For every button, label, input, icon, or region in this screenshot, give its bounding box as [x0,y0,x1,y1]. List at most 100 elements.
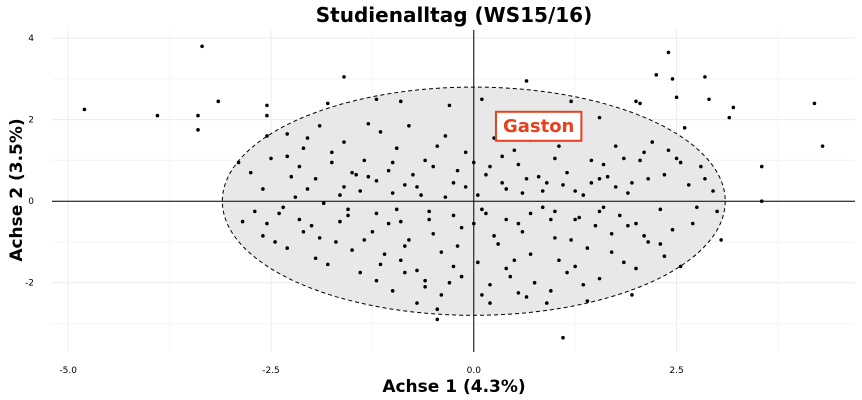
x-tick-label: 2.5 [669,366,683,376]
data-point [378,262,383,267]
highlight-label-box [494,110,583,142]
data-point [390,191,395,195]
data-point [674,156,679,161]
data-point [354,172,358,177]
data-point [617,213,622,218]
data-point [759,199,764,203]
data-point [682,126,687,130]
data-point [613,144,618,148]
data-point [630,181,634,185]
data-point [601,205,606,210]
data-point [403,244,407,248]
data-point [573,217,577,222]
data-point [261,187,265,191]
data-point [362,238,367,242]
data-point [662,172,667,177]
data-point [338,193,342,197]
data-point [508,274,513,279]
data-point [398,219,403,224]
data-point [557,144,561,148]
data-point [500,181,504,185]
data-point [297,217,302,222]
data-point [585,299,590,303]
data-point [435,307,440,312]
data-point [451,181,456,185]
data-point [358,189,363,193]
data-point [484,172,488,177]
data-point [500,154,504,159]
y-axis-title: Achse 2 (3.5%) [7,118,27,261]
data-point [301,229,306,234]
data-point [366,174,371,179]
x-axis-title: Achse 1 (4.3%) [382,377,525,397]
data-point [553,236,557,240]
data-point [609,250,614,254]
data-point [634,99,638,104]
data-point [338,219,342,224]
data-point [277,211,281,216]
data-point [573,264,577,269]
data-point [678,160,683,165]
y-tick-label: 2 [28,116,34,126]
data-point [480,207,484,212]
data-point [532,280,537,285]
data-point [524,79,529,83]
data-point [549,217,553,222]
data-point [536,174,541,179]
points-layer [82,44,825,340]
data-point [512,258,517,263]
data-point [516,162,521,167]
data-point [334,240,338,244]
data-point [415,185,419,189]
zero-axes [52,30,855,352]
data-point [528,252,533,256]
data-point [374,278,379,283]
data-point [609,231,614,236]
data-point [476,193,480,197]
data-point [569,238,573,242]
data-point [820,144,825,148]
y-tick-label: 4 [28,34,34,44]
data-point [638,101,642,106]
data-point [674,95,679,100]
data-point [601,162,606,167]
data-point [492,234,496,238]
data-point [711,189,715,193]
data-point [662,254,667,259]
data-point [715,209,719,214]
data-point [577,215,582,220]
data-point [321,201,326,206]
data-point [666,148,671,153]
data-point [585,246,590,250]
data-point [557,258,561,263]
data-point [451,264,456,269]
data-point [317,236,322,240]
data-point [622,156,626,161]
data-point [524,295,529,299]
data-point [423,158,427,163]
data-point [350,248,354,252]
data-point [447,103,452,108]
data-point [516,291,521,295]
data-point [626,223,630,228]
data-point [415,268,419,273]
data-point [476,260,480,265]
data-point [265,221,269,226]
data-point [252,209,257,214]
data-point [727,115,732,120]
data-point [346,207,350,212]
data-point [297,164,302,169]
data-point [200,44,204,49]
data-point [82,107,87,112]
data-point [589,158,594,163]
data-point [289,174,294,179]
data-point [471,160,476,165]
data-point [390,160,395,165]
y-tick-label: 0 [28,197,34,207]
data-point [443,134,448,138]
data-point [455,244,460,248]
data-point [504,266,509,271]
data-point [346,213,350,218]
data-point [451,213,456,218]
